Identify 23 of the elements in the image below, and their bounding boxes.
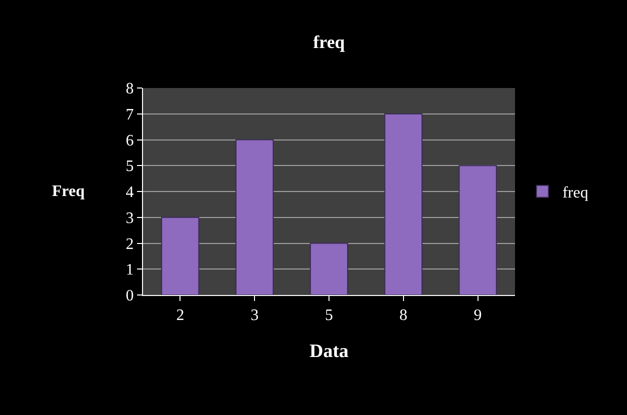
bar <box>384 113 422 295</box>
y-tick-label: 3 <box>126 210 134 227</box>
x-tick-label: 5 <box>325 307 333 324</box>
bar <box>310 242 348 295</box>
y-axis-title: Freq <box>52 183 85 200</box>
bar <box>458 165 497 295</box>
chart-title: freq <box>313 32 345 52</box>
y-tick-label: 1 <box>126 262 134 279</box>
legend-label: freq <box>562 184 588 202</box>
y-tick-label: 6 <box>126 132 134 150</box>
y-tick-label: 0 <box>126 288 134 305</box>
x-axis-title: Data <box>309 341 350 362</box>
y-tick-label: 2 <box>126 236 134 253</box>
x-tick-label: 2 <box>176 307 184 324</box>
y-tick-label: 5 <box>126 158 134 176</box>
y-tick-label: 4 <box>126 184 134 202</box>
y-tick-label: 7 <box>126 106 134 124</box>
x-tick-label: 3 <box>250 307 259 324</box>
x-tick-label: 9 <box>474 307 482 324</box>
x-tick-label: 8 <box>399 307 408 324</box>
y-tick-label: 8 <box>126 80 134 98</box>
bar <box>236 139 274 295</box>
bar <box>161 216 200 295</box>
